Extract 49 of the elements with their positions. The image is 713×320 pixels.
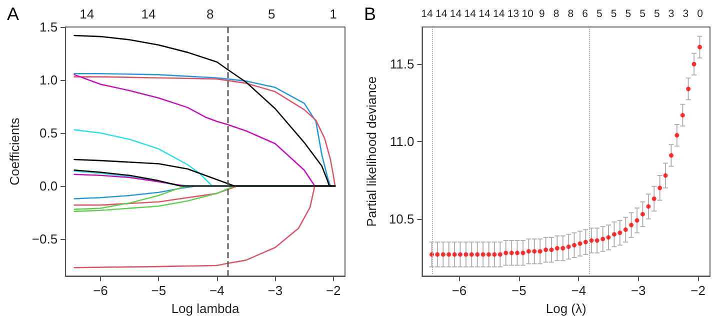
text: 14 <box>450 8 462 20</box>
text: 8 <box>568 8 574 20</box>
text: 5 <box>610 8 617 20</box>
text: 14 <box>492 8 505 20</box>
x-axis-title: Log lambda <box>171 301 240 316</box>
y-tick-label: 11.0 <box>390 134 414 149</box>
x-tick-label: −5 <box>512 283 526 298</box>
text: 14 <box>478 8 490 20</box>
y-axis-title: Partial likelihood deviance <box>364 76 379 227</box>
x-tick-label: −4 <box>210 283 224 298</box>
text: 14 <box>464 8 476 20</box>
x-tick-label: −4 <box>571 283 586 298</box>
y-tick-label: 10.5 <box>388 211 414 226</box>
text: 5 <box>625 8 632 20</box>
x-tick-label: −5 <box>151 283 166 298</box>
y-tick-label: 1.0 <box>39 72 58 88</box>
text: 9 <box>539 8 546 20</box>
x-tick-label: −2 <box>690 283 706 298</box>
text: 1 <box>330 6 337 22</box>
x-tick-label: −2 <box>326 283 341 298</box>
text: 14 <box>141 6 156 22</box>
text: 5 <box>268 6 276 22</box>
chart-title: A <box>7 4 20 24</box>
x-axis-title: Log (λ) <box>546 301 586 316</box>
y-tick-label: 0.0 <box>39 178 58 194</box>
text: 5 <box>596 8 603 20</box>
text: 10 <box>522 8 534 20</box>
y-tick-label: 0.5 <box>39 126 58 140</box>
x-tick-label: −6 <box>93 283 108 298</box>
y-tick-label: 1.5 <box>39 20 58 34</box>
text: 13 <box>507 8 520 20</box>
chart-title: B <box>364 4 376 24</box>
x-tick-label: −3 <box>630 283 646 298</box>
text: 14 <box>421 8 433 20</box>
text: 5 <box>654 8 660 20</box>
x-tick-label: −6 <box>452 283 467 298</box>
text: 14 <box>435 8 448 20</box>
text: 3 <box>682 8 689 20</box>
y-tick-label: −0.5 <box>32 232 58 246</box>
text: 8 <box>206 6 214 22</box>
x-tick-label: −3 <box>268 283 283 298</box>
text: 6 <box>582 8 588 20</box>
text: 0 <box>697 8 704 20</box>
y-tick-label: 11.5 <box>390 56 414 72</box>
text: 5 <box>640 8 646 20</box>
text: 3 <box>668 8 674 20</box>
text: 8 <box>553 8 560 20</box>
y-axis-title: Coefficients <box>7 117 22 186</box>
text: 14 <box>80 6 94 22</box>
